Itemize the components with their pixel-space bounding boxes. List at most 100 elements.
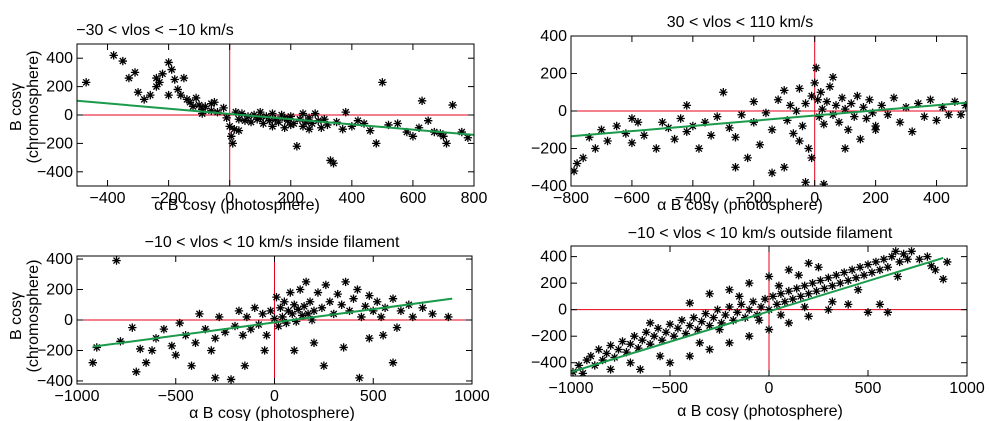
data-point	[697, 317, 706, 326]
data-point	[725, 285, 734, 294]
data-point	[816, 276, 825, 285]
data-point	[428, 309, 437, 319]
data-point	[630, 332, 639, 341]
data-point	[665, 358, 675, 367]
data-point	[705, 345, 714, 354]
data-point	[760, 294, 770, 304]
data-point	[365, 291, 374, 300]
data-point	[831, 101, 841, 110]
data-point	[783, 116, 792, 125]
data-point	[705, 321, 714, 330]
data-point	[655, 351, 665, 361]
data-point	[701, 309, 710, 318]
data-point	[337, 300, 346, 309]
data-point	[191, 338, 200, 348]
data-point	[804, 312, 813, 321]
data-point	[705, 289, 714, 298]
data-point	[807, 91, 816, 101]
data-point	[347, 122, 357, 131]
data-point	[304, 113, 314, 123]
data-point	[179, 73, 189, 83]
data-point	[231, 107, 240, 117]
data-point	[819, 179, 829, 186]
data-point	[240, 116, 250, 125]
data-point	[618, 337, 627, 346]
data-point	[767, 125, 777, 134]
x-tick-label: 0	[270, 388, 279, 405]
x-axis-label: α B cosγ (photosphere)	[154, 197, 320, 214]
data-point	[834, 118, 844, 127]
data-point	[794, 270, 803, 280]
data-point	[895, 118, 905, 127]
y-axis-label-line1: B cosγ	[8, 83, 25, 131]
data-point	[307, 315, 317, 325]
data-point	[627, 138, 637, 148]
data-point	[780, 163, 789, 172]
data-point	[621, 129, 631, 138]
data-point	[268, 122, 277, 131]
data-point	[813, 95, 822, 104]
data-point	[669, 332, 679, 341]
data-point	[158, 69, 167, 79]
data-point	[234, 126, 244, 135]
data-point	[800, 281, 809, 290]
data-point	[329, 159, 338, 168]
y-tick-label: 200	[46, 282, 73, 299]
data-point	[768, 292, 778, 301]
data-point	[713, 112, 722, 121]
data-point	[729, 316, 738, 325]
data-point	[700, 118, 710, 127]
data-point	[284, 306, 293, 316]
data-point	[807, 153, 816, 163]
data-point	[201, 102, 210, 111]
data-point	[112, 256, 121, 265]
y-tick-label: 200	[540, 275, 567, 292]
data-point	[155, 78, 164, 87]
data-point	[591, 144, 600, 153]
data-point	[867, 268, 877, 277]
data-point	[139, 95, 149, 104]
panel-top-right: 30 < vlos < 110 km/s −800 −600 −400 −200 0 20…	[531, 14, 968, 214]
data-point	[961, 101, 967, 110]
data-point	[748, 297, 758, 306]
data-point	[810, 78, 819, 88]
x-tick-label: −1000	[549, 380, 594, 397]
data-point	[339, 343, 348, 352]
data-point	[220, 327, 230, 337]
data-point	[207, 346, 216, 355]
data-point	[658, 118, 667, 127]
data-point	[586, 351, 595, 361]
data-point	[798, 121, 807, 131]
data-point	[677, 316, 687, 325]
data-point	[694, 144, 704, 153]
data-point	[626, 339, 635, 349]
y-tick-label: −200	[37, 342, 73, 359]
data-point	[899, 249, 908, 259]
data-point	[170, 75, 179, 84]
data-point	[88, 358, 97, 367]
data-point	[606, 341, 615, 350]
data-point	[868, 108, 877, 118]
data-point	[249, 110, 259, 120]
data-point	[286, 120, 295, 130]
x-tick-label: −1000	[55, 388, 100, 405]
data-point	[256, 107, 265, 117]
data-point	[907, 247, 916, 256]
data-point	[610, 353, 619, 362]
data-point	[745, 278, 754, 288]
data-point	[772, 300, 782, 309]
x-tick-label: −600	[614, 190, 650, 207]
data-point	[298, 122, 308, 131]
data-point	[840, 268, 849, 277]
data-point	[272, 292, 281, 302]
data-point	[259, 119, 268, 128]
data-point	[246, 117, 256, 127]
scatter-plot-area: −1000 −500 0 500 1000 −400 −200 0 200 400	[37, 251, 490, 405]
data-point	[754, 316, 764, 325]
data-point	[634, 343, 643, 353]
data-point	[369, 306, 378, 316]
y-tick-label: −200	[531, 141, 567, 158]
data-point	[812, 63, 821, 73]
y-tick-label: 0	[64, 107, 73, 124]
data-point	[875, 300, 885, 309]
